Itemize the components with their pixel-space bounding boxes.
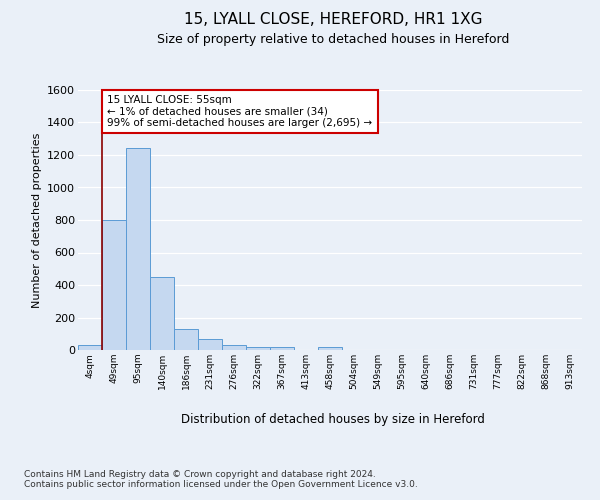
- Y-axis label: Number of detached properties: Number of detached properties: [32, 132, 41, 308]
- Bar: [102, 220, 126, 350]
- Bar: [150, 277, 174, 350]
- Text: 15, LYALL CLOSE, HEREFORD, HR1 1XG: 15, LYALL CLOSE, HEREFORD, HR1 1XG: [184, 12, 482, 28]
- Bar: [126, 148, 150, 350]
- Bar: [270, 347, 294, 350]
- Bar: [318, 347, 342, 350]
- Text: Distribution of detached houses by size in Hereford: Distribution of detached houses by size …: [181, 412, 485, 426]
- Text: Contains HM Land Registry data © Crown copyright and database right 2024.
Contai: Contains HM Land Registry data © Crown c…: [24, 470, 418, 490]
- Bar: [78, 345, 102, 350]
- Text: 15 LYALL CLOSE: 55sqm
← 1% of detached houses are smaller (34)
99% of semi-detac: 15 LYALL CLOSE: 55sqm ← 1% of detached h…: [107, 95, 373, 128]
- Text: Size of property relative to detached houses in Hereford: Size of property relative to detached ho…: [157, 32, 509, 46]
- Bar: [174, 329, 198, 350]
- Bar: [222, 346, 246, 350]
- Bar: [198, 340, 222, 350]
- Bar: [246, 347, 270, 350]
